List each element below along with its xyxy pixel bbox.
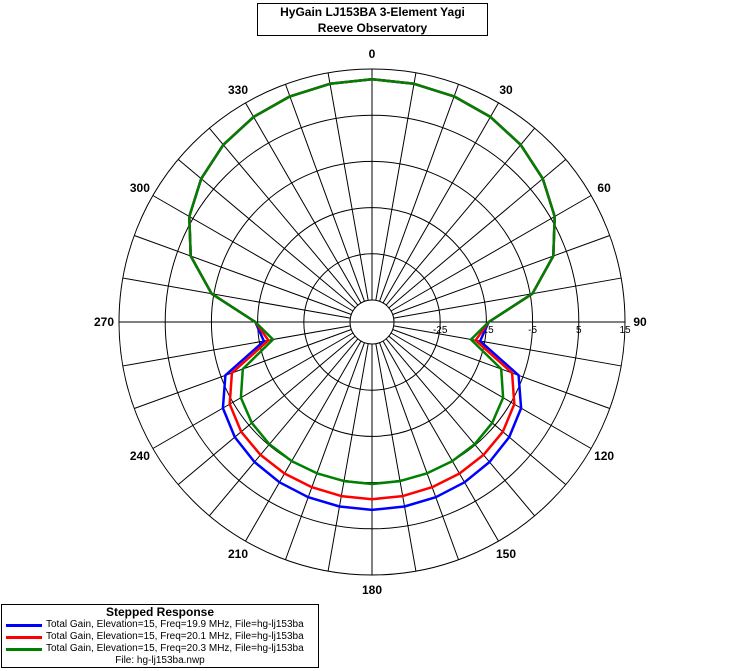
radial-tick-labels: -25 -15 -5 5 15 [433, 325, 631, 336]
grid-spoke-100 [393, 325, 622, 367]
chart-title: HyGain LJ153BA 3-Element Yagi [280, 5, 465, 19]
grid-spoke-160 [379, 342, 460, 560]
angle-label-180: 180 [362, 583, 382, 597]
grid-spoke-60 [390, 195, 592, 312]
chart-subtitle: Reeve Observatory [317, 21, 428, 35]
grid-spoke-280 [122, 277, 351, 319]
grid-spoke-230 [177, 335, 356, 486]
grid-spoke-40 [385, 127, 536, 306]
grid-spoke-330 [245, 102, 362, 304]
grid-spoke-210 [245, 340, 362, 542]
radial-tick-label--15: -15 [479, 325, 494, 336]
polar-grid [118, 68, 626, 576]
legend-label-3: Total Gain, Elevation=15, Freq=20.3 MHz,… [46, 643, 304, 654]
legend-entry-1: Total Gain, Elevation=15, Freq=19.9 MHz,… [2, 619, 318, 631]
legend-file: File: hg-lj153ba.nwp [115, 655, 205, 666]
angle-label-300: 300 [130, 181, 150, 195]
grid-spoke-170 [375, 343, 417, 572]
grid-spoke-150 [382, 340, 499, 542]
angle-label-150: 150 [496, 547, 516, 561]
legend-entry-3: Total Gain, Elevation=15, Freq=20.3 MHz,… [2, 643, 318, 655]
angle-label-30: 30 [499, 83, 513, 97]
grid-spoke-10 [375, 72, 417, 301]
grid-spoke-220 [208, 338, 359, 517]
angle-label-60: 60 [597, 181, 611, 195]
grid-spoke-200 [284, 342, 365, 560]
legend-entry-2: Total Gain, Elevation=15, Freq=20.1 MHz,… [2, 631, 318, 643]
angle-label-0: 0 [369, 47, 376, 61]
radial-tick-label-15: 15 [619, 325, 631, 336]
series-line-3 [188, 77, 556, 486]
angle-label-330: 330 [228, 83, 248, 97]
legend-label-1: Total Gain, Elevation=15, Freq=19.9 MHz,… [46, 619, 304, 630]
grid-spoke-260 [122, 325, 351, 367]
legend-swatch-1 [6, 624, 42, 627]
grid-spoke-290 [134, 234, 352, 315]
grid-spoke-350 [327, 72, 369, 301]
grid-spoke-50 [388, 158, 567, 309]
radial-tick-label--25: -25 [433, 325, 448, 336]
grid-spoke-320 [208, 127, 359, 306]
angle-label-120: 120 [594, 449, 614, 463]
legend-swatch-2 [6, 636, 42, 639]
grid-spoke-120 [390, 332, 592, 449]
grid-spoke-70 [392, 234, 610, 315]
angle-label-270: 270 [94, 315, 114, 329]
chart-title-box: HyGain LJ153BA 3-Element Yagi Reeve Obse… [257, 3, 488, 36]
legend: Stepped Response Total Gain, Elevation=1… [1, 604, 319, 668]
legend-swatch-3 [6, 648, 42, 651]
legend-label-2: Total Gain, Elevation=15, Freq=20.1 MHz,… [46, 631, 304, 642]
radial-tick-label--5: -5 [528, 325, 537, 336]
grid-spoke-30 [382, 102, 499, 304]
angle-label-240: 240 [130, 449, 150, 463]
grid-spoke-140 [385, 338, 536, 517]
grid-spoke-300 [152, 195, 354, 312]
grid-spoke-240 [152, 332, 354, 449]
grid-spoke-340 [284, 84, 365, 302]
grid-spoke-80 [393, 277, 622, 319]
legend-title: Stepped Response [105, 605, 215, 619]
grid-spoke-130 [388, 335, 567, 486]
angle-label-90: 90 [633, 315, 647, 329]
series-layer [188, 77, 556, 512]
grid-spoke-310 [177, 158, 356, 309]
angle-labels: 0 30 60 90 120 150 180 210 240 270 300 330 [94, 47, 647, 597]
grid-spoke-20 [379, 84, 460, 302]
grid-spoke-190 [327, 343, 369, 572]
angle-label-210: 210 [228, 547, 248, 561]
radial-tick-label-5: 5 [576, 325, 582, 336]
